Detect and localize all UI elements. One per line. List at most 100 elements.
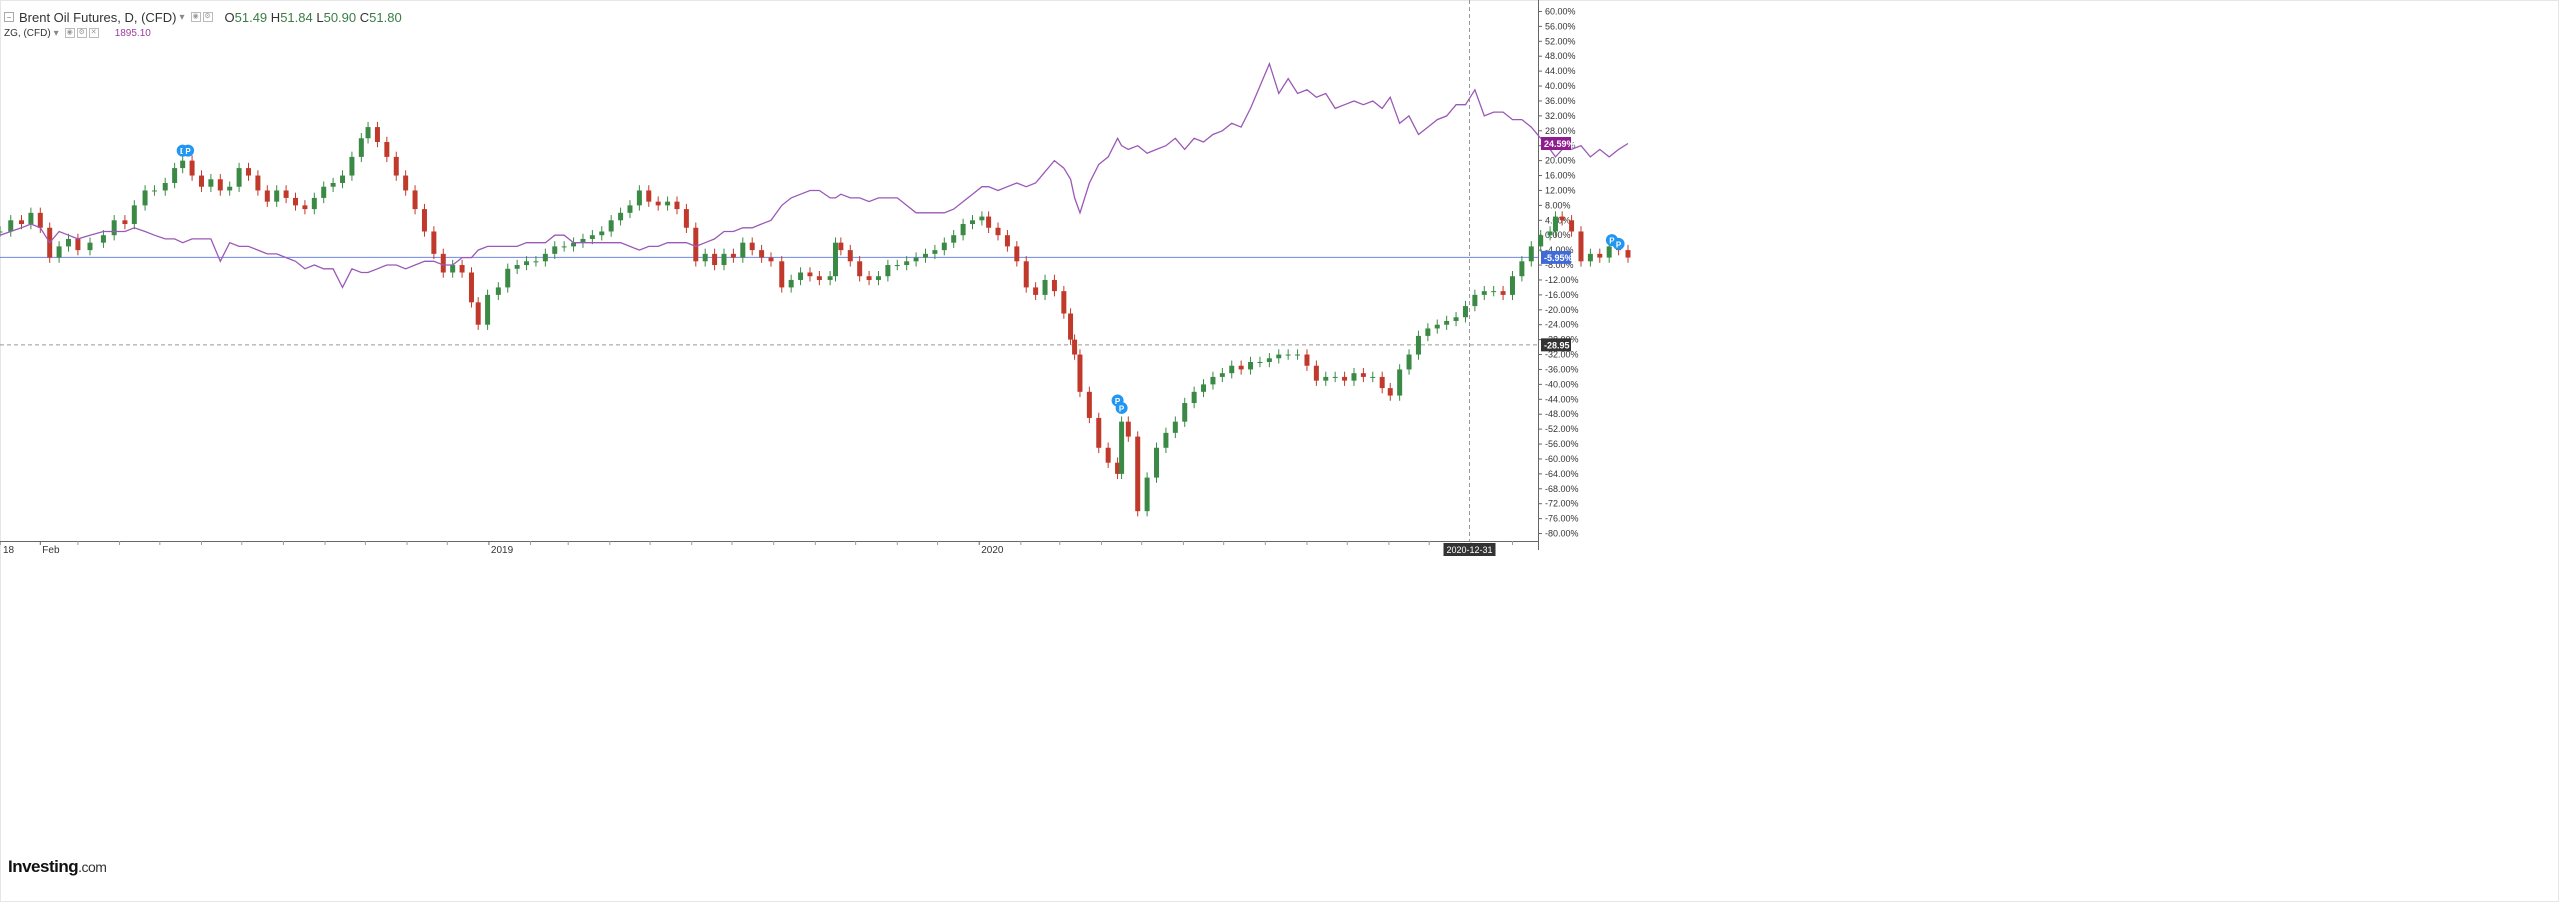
y-tick-label: -24.00% [1545, 320, 1579, 330]
visibility-icon[interactable]: ◉ [64, 28, 75, 38]
candle-body [1547, 231, 1553, 236]
candle-body [1285, 354, 1291, 356]
candle-body [1587, 253, 1593, 262]
candle-body [340, 175, 346, 183]
candle-body [749, 242, 755, 251]
event-markers-layer[interactable]: EPPPPP [176, 144, 1625, 414]
candle-body [979, 216, 985, 221]
candle-body [56, 246, 62, 258]
high-value: 51.84 [280, 9, 313, 25]
candle-body [995, 227, 1001, 236]
y-tick-label: -40.00% [1545, 379, 1579, 389]
zg-line [0, 61, 1629, 289]
y-tick-label: -76.00% [1545, 514, 1579, 524]
event-marker-icon[interactable] [1115, 401, 1128, 414]
candle-body [1257, 362, 1263, 363]
candle-body [1154, 447, 1160, 478]
candle-body [542, 253, 548, 262]
candle-body [1434, 324, 1440, 329]
candle-body [561, 246, 567, 248]
candle-body [131, 205, 137, 225]
candle-body [151, 190, 157, 192]
logo-text: Investing [8, 857, 79, 876]
candle-body [485, 294, 491, 325]
candle-body [227, 186, 233, 191]
chevron-down-icon[interactable]: ▾ [53, 27, 59, 39]
event-marker-icon[interactable] [1612, 237, 1625, 250]
candle-body [1014, 246, 1020, 262]
axis-badge-label: 24.59% [1544, 139, 1575, 149]
candle-body [1415, 335, 1421, 355]
candle-body [111, 220, 117, 236]
compare-symbol-label[interactable]: ZG, (CFD) [4, 27, 51, 39]
axis-badge-label: -28.95 [1544, 340, 1570, 350]
candle-body [1444, 320, 1450, 325]
candle-body [1538, 235, 1544, 247]
candle-body [1379, 376, 1385, 389]
candle-body [1201, 384, 1207, 392]
candle-body [1509, 276, 1515, 295]
candle-body [1033, 287, 1039, 295]
candle-body [1068, 313, 1074, 340]
settings-icon[interactable]: ⚙ [76, 28, 87, 38]
candle-body [274, 190, 280, 202]
candle-body [1191, 391, 1197, 404]
y-tick-label: -68.00% [1545, 484, 1579, 494]
candle-body [450, 265, 456, 273]
y-tick-label: 52.00% [1545, 36, 1576, 46]
event-marker-label: P [1616, 240, 1622, 249]
settings-icon[interactable]: ⚙ [202, 12, 213, 22]
candle-body [665, 201, 671, 206]
candle-body [1182, 403, 1188, 422]
candle-body [589, 235, 595, 239]
candle-body [1023, 261, 1029, 288]
event-marker-icon[interactable] [182, 144, 195, 157]
candle-body [1360, 373, 1366, 377]
x-tick-label: 2019 [491, 545, 514, 556]
candle-body [403, 175, 409, 191]
y-tick-label: -8.00% [1545, 260, 1574, 270]
collapse-icon[interactable]: − [4, 12, 14, 22]
candle-body [100, 235, 106, 243]
main-symbol-label[interactable]: Brent Oil Futures, D, (CFD) [19, 9, 177, 25]
candle-body [1086, 391, 1092, 418]
candle-body [75, 238, 81, 251]
candle-body [779, 261, 785, 288]
candle-body [459, 265, 465, 273]
candle-body [913, 257, 919, 262]
candle-body [857, 261, 863, 277]
candle-body [759, 250, 765, 258]
candle-body [1313, 365, 1319, 381]
candle-body [1229, 365, 1235, 374]
close-icon[interactable]: ✕ [88, 28, 99, 38]
visibility-icon[interactable]: ◉ [190, 12, 201, 22]
candle-body [1210, 376, 1216, 385]
y-tick-label: 36.00% [1545, 96, 1576, 106]
candle-body [321, 186, 327, 198]
close-value: 51.80 [369, 9, 402, 25]
y-tick-label: 12.00% [1545, 185, 1576, 195]
candle-body [571, 242, 577, 247]
candle-body [827, 276, 833, 280]
candle-body [1163, 432, 1169, 448]
y-tick-label: -16.00% [1545, 290, 1579, 300]
candle-body [495, 287, 501, 295]
investing-logo: Investing.com [8, 857, 107, 877]
candle-body [1606, 246, 1612, 258]
y-tick-label: 40.00% [1545, 81, 1576, 91]
candle-body [0, 231, 3, 233]
chevron-down-icon[interactable]: ▾ [179, 11, 185, 23]
axis-badge [1541, 250, 1571, 264]
candle-body [1559, 216, 1565, 221]
y-tick-label: -36.00% [1545, 364, 1579, 374]
candle-body [951, 235, 957, 243]
candle-body [1304, 354, 1310, 366]
candle-body [1072, 339, 1078, 355]
candle-body [599, 231, 605, 236]
candle-body [122, 220, 128, 225]
candle-body [1491, 291, 1497, 293]
